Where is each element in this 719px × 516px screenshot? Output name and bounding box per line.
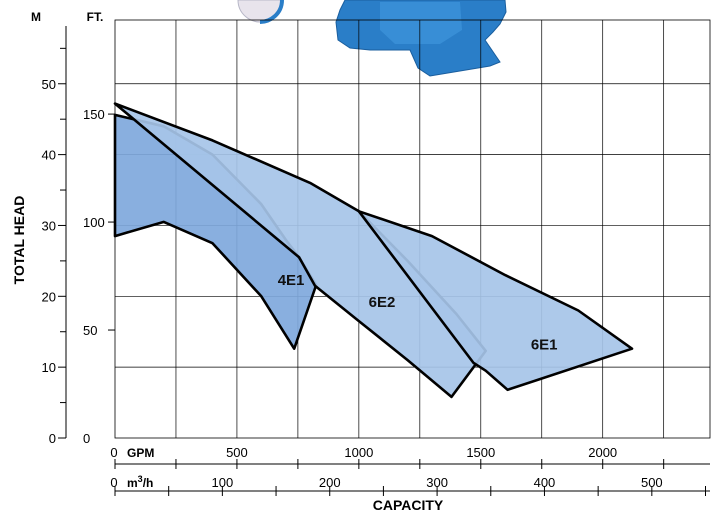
- x-tick-label-m3h: 500: [641, 475, 663, 490]
- x-axis-title: CAPACITY: [373, 497, 444, 513]
- x-unit-m3h-tail: /h: [143, 476, 154, 490]
- y-axis-title: TOTAL HEAD: [11, 196, 27, 285]
- y-tick-label-m: 0: [49, 431, 56, 446]
- pump-photo: [237, 0, 507, 77]
- y-tick-label-ft-zero: 0: [83, 431, 90, 446]
- x-unit-m3h-base: m: [127, 476, 138, 490]
- x-tick-label-gpm: 1000: [344, 445, 373, 460]
- x-tick-label-gpm: 500: [226, 445, 248, 460]
- performance-regions: 4E1 6E2 6E1: [113, 102, 634, 399]
- x-unit-m3h: m3/h: [127, 474, 153, 490]
- y-tick-label-m: 40: [42, 148, 56, 163]
- y-tick-label-ft: 150: [83, 107, 105, 122]
- x-tick-label-m3h: 200: [319, 475, 341, 490]
- y-tick-label-m: 10: [42, 360, 56, 375]
- region-label-4e1: 4E1: [278, 272, 305, 289]
- region-label-6e2: 6E2: [369, 294, 396, 311]
- x-tick-label-gpm: 2000: [588, 445, 617, 460]
- x-zero-gpm: 0: [110, 445, 117, 460]
- pump-gauge-image: [237, 0, 283, 23]
- region-label-6e1: 6E1: [531, 336, 558, 353]
- y-tick-label-ft: 50: [83, 323, 97, 338]
- y-unit-feet: FT.: [87, 10, 104, 24]
- y-tick-label-ft: 100: [83, 215, 105, 230]
- x-tick-label-m3h: 400: [534, 475, 556, 490]
- pump-gauge-rim: [259, 0, 284, 24]
- x-unit-gpm: GPM: [127, 446, 154, 460]
- pump-body-highlight: [380, 2, 462, 44]
- region-6e1: [357, 210, 634, 392]
- x-tick-label-m3h: 100: [212, 475, 234, 490]
- y-unit-meters: M: [31, 10, 41, 24]
- x-tick-label-gpm: 1500: [466, 445, 495, 460]
- x-zero-m3h: 0: [110, 475, 117, 490]
- y-tick-label-m: 30: [42, 218, 56, 233]
- x-tick-label-m3h: 300: [426, 475, 448, 490]
- x-unit-m3h-sup: 3: [138, 474, 143, 484]
- chart-grid: [114, 19, 711, 439]
- y-tick-label-m: 20: [42, 289, 56, 304]
- y-tick-label-m: 50: [42, 77, 56, 92]
